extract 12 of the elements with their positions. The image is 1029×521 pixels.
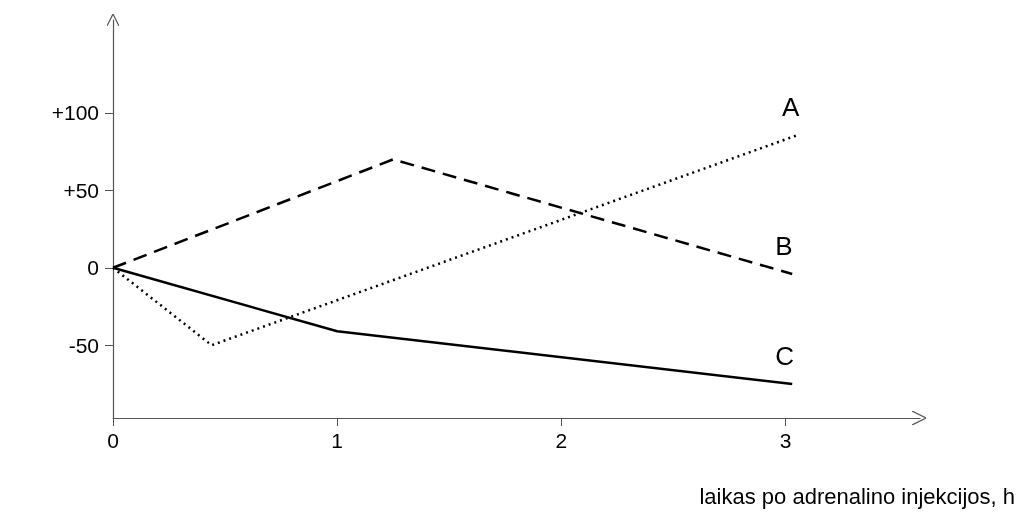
x-tick-label: 1 [331,429,344,452]
x-tick-label: 0 [107,429,119,452]
x-tick-label: 2 [555,429,568,452]
y-tick-label: +100 [51,101,99,125]
y-tick-label: -50 [68,333,99,357]
y-tick-label: +50 [63,178,99,202]
y-tick-label: 0 [87,256,99,280]
x-axis-title: laikas po adrenalino injekcijos, h [699,483,1016,509]
x-tick-label: 3 [779,429,792,452]
series-label: A [781,91,800,122]
series-label: B [775,230,793,261]
series-label: C [775,340,795,371]
